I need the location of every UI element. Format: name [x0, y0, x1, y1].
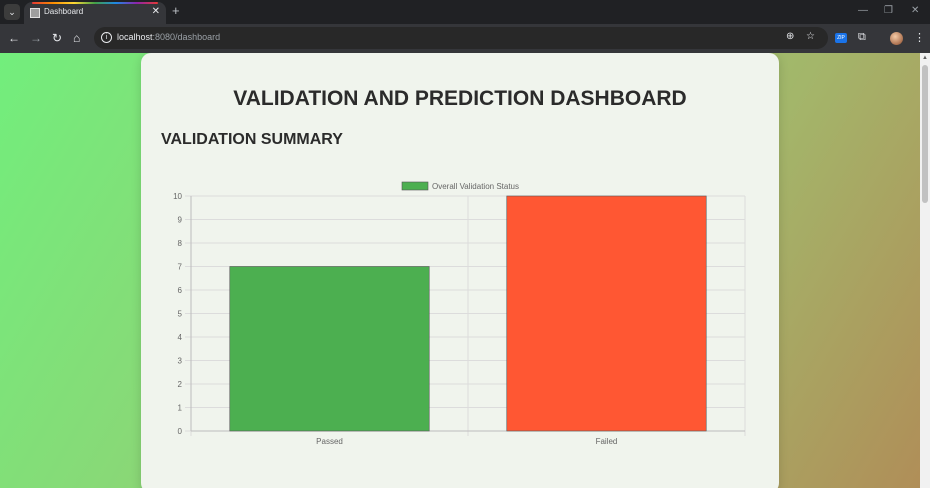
zoom-icon[interactable]: ⊕	[786, 31, 795, 42]
back-icon[interactable]: ←	[8, 31, 20, 45]
x-tick-label: Failed	[596, 437, 618, 446]
tab-dashboard[interactable]: Dashboard ✕	[24, 2, 166, 24]
page-viewport: VALIDATION AND PREDICTION DASHBOARD VALI…	[0, 53, 920, 488]
chevron-down-icon: ⌄	[8, 6, 16, 17]
profile-avatar[interactable]	[890, 32, 903, 45]
dashboard-card: VALIDATION AND PREDICTION DASHBOARD VALI…	[141, 53, 779, 488]
favicon-icon	[30, 8, 40, 18]
y-tick-label: 1	[178, 404, 183, 413]
tab-title: Dashboard	[44, 7, 84, 16]
restore-button[interactable]: ❐	[884, 5, 893, 16]
y-tick-label: 4	[178, 333, 183, 342]
new-tab-button[interactable]: +	[172, 3, 180, 18]
tab-search-button[interactable]: ⌄	[4, 4, 20, 20]
address-bar[interactable]: i localhost:8080/dashboard ⊕ ☆	[94, 27, 828, 49]
close-window-button[interactable]: ✕	[911, 5, 920, 16]
legend-swatch	[401, 181, 429, 191]
url-text[interactable]: localhost:8080/dashboard	[117, 32, 221, 42]
validation-bar-chart: 0 1 2 3 4 5 6 7 8 9 10 Passed Failed Overall Validati…	[173, 181, 746, 446]
extension-icon[interactable]: ZIP	[835, 33, 847, 43]
tab-close-button[interactable]: ✕	[151, 6, 160, 17]
x-tick-label: Passed	[316, 437, 343, 446]
bookmark-star-icon[interactable]: ☆	[806, 31, 815, 42]
y-tick-label: 5	[178, 310, 183, 319]
reload-icon[interactable]: ↻	[52, 31, 63, 45]
forward-icon[interactable]: →	[30, 31, 42, 45]
section-title: VALIDATION SUMMARY	[161, 131, 343, 148]
y-tick-label: 0	[178, 427, 183, 436]
scroll-up-icon[interactable]: ▲	[922, 55, 928, 61]
y-tick-label: 2	[178, 380, 183, 389]
bar-passed	[229, 266, 430, 432]
page-scrollbar[interactable]: ▲	[920, 53, 930, 488]
bar-failed	[506, 195, 707, 432]
y-tick-label: 8	[178, 239, 183, 248]
legend-label: Overall Validation Status	[432, 182, 519, 191]
tab-strip: ⌄ Dashboard ✕ + — ❐ ✕	[0, 0, 930, 24]
y-tick-label: 6	[178, 286, 183, 295]
tab-group-indicator	[32, 2, 158, 4]
scrollbar-thumb[interactable]	[922, 65, 928, 203]
y-tick-label: 9	[178, 216, 183, 225]
y-tick-label: 7	[178, 263, 183, 272]
menu-icon[interactable]: ⋮	[914, 32, 925, 44]
home-icon[interactable]: ⌂	[73, 31, 81, 45]
site-info-icon[interactable]: i	[101, 32, 112, 43]
page-title: VALIDATION AND PREDICTION DASHBOARD	[233, 87, 687, 110]
extensions-puzzle-icon[interactable]: ⧉	[858, 31, 866, 43]
minimize-button[interactable]: —	[858, 5, 868, 16]
y-tick-label: 3	[178, 357, 183, 366]
y-tick-label: 10	[173, 192, 182, 201]
browser-toolbar: ← → ↻ ⌂ i localhost:8080/dashboard ⊕ ☆ Z…	[0, 24, 930, 53]
